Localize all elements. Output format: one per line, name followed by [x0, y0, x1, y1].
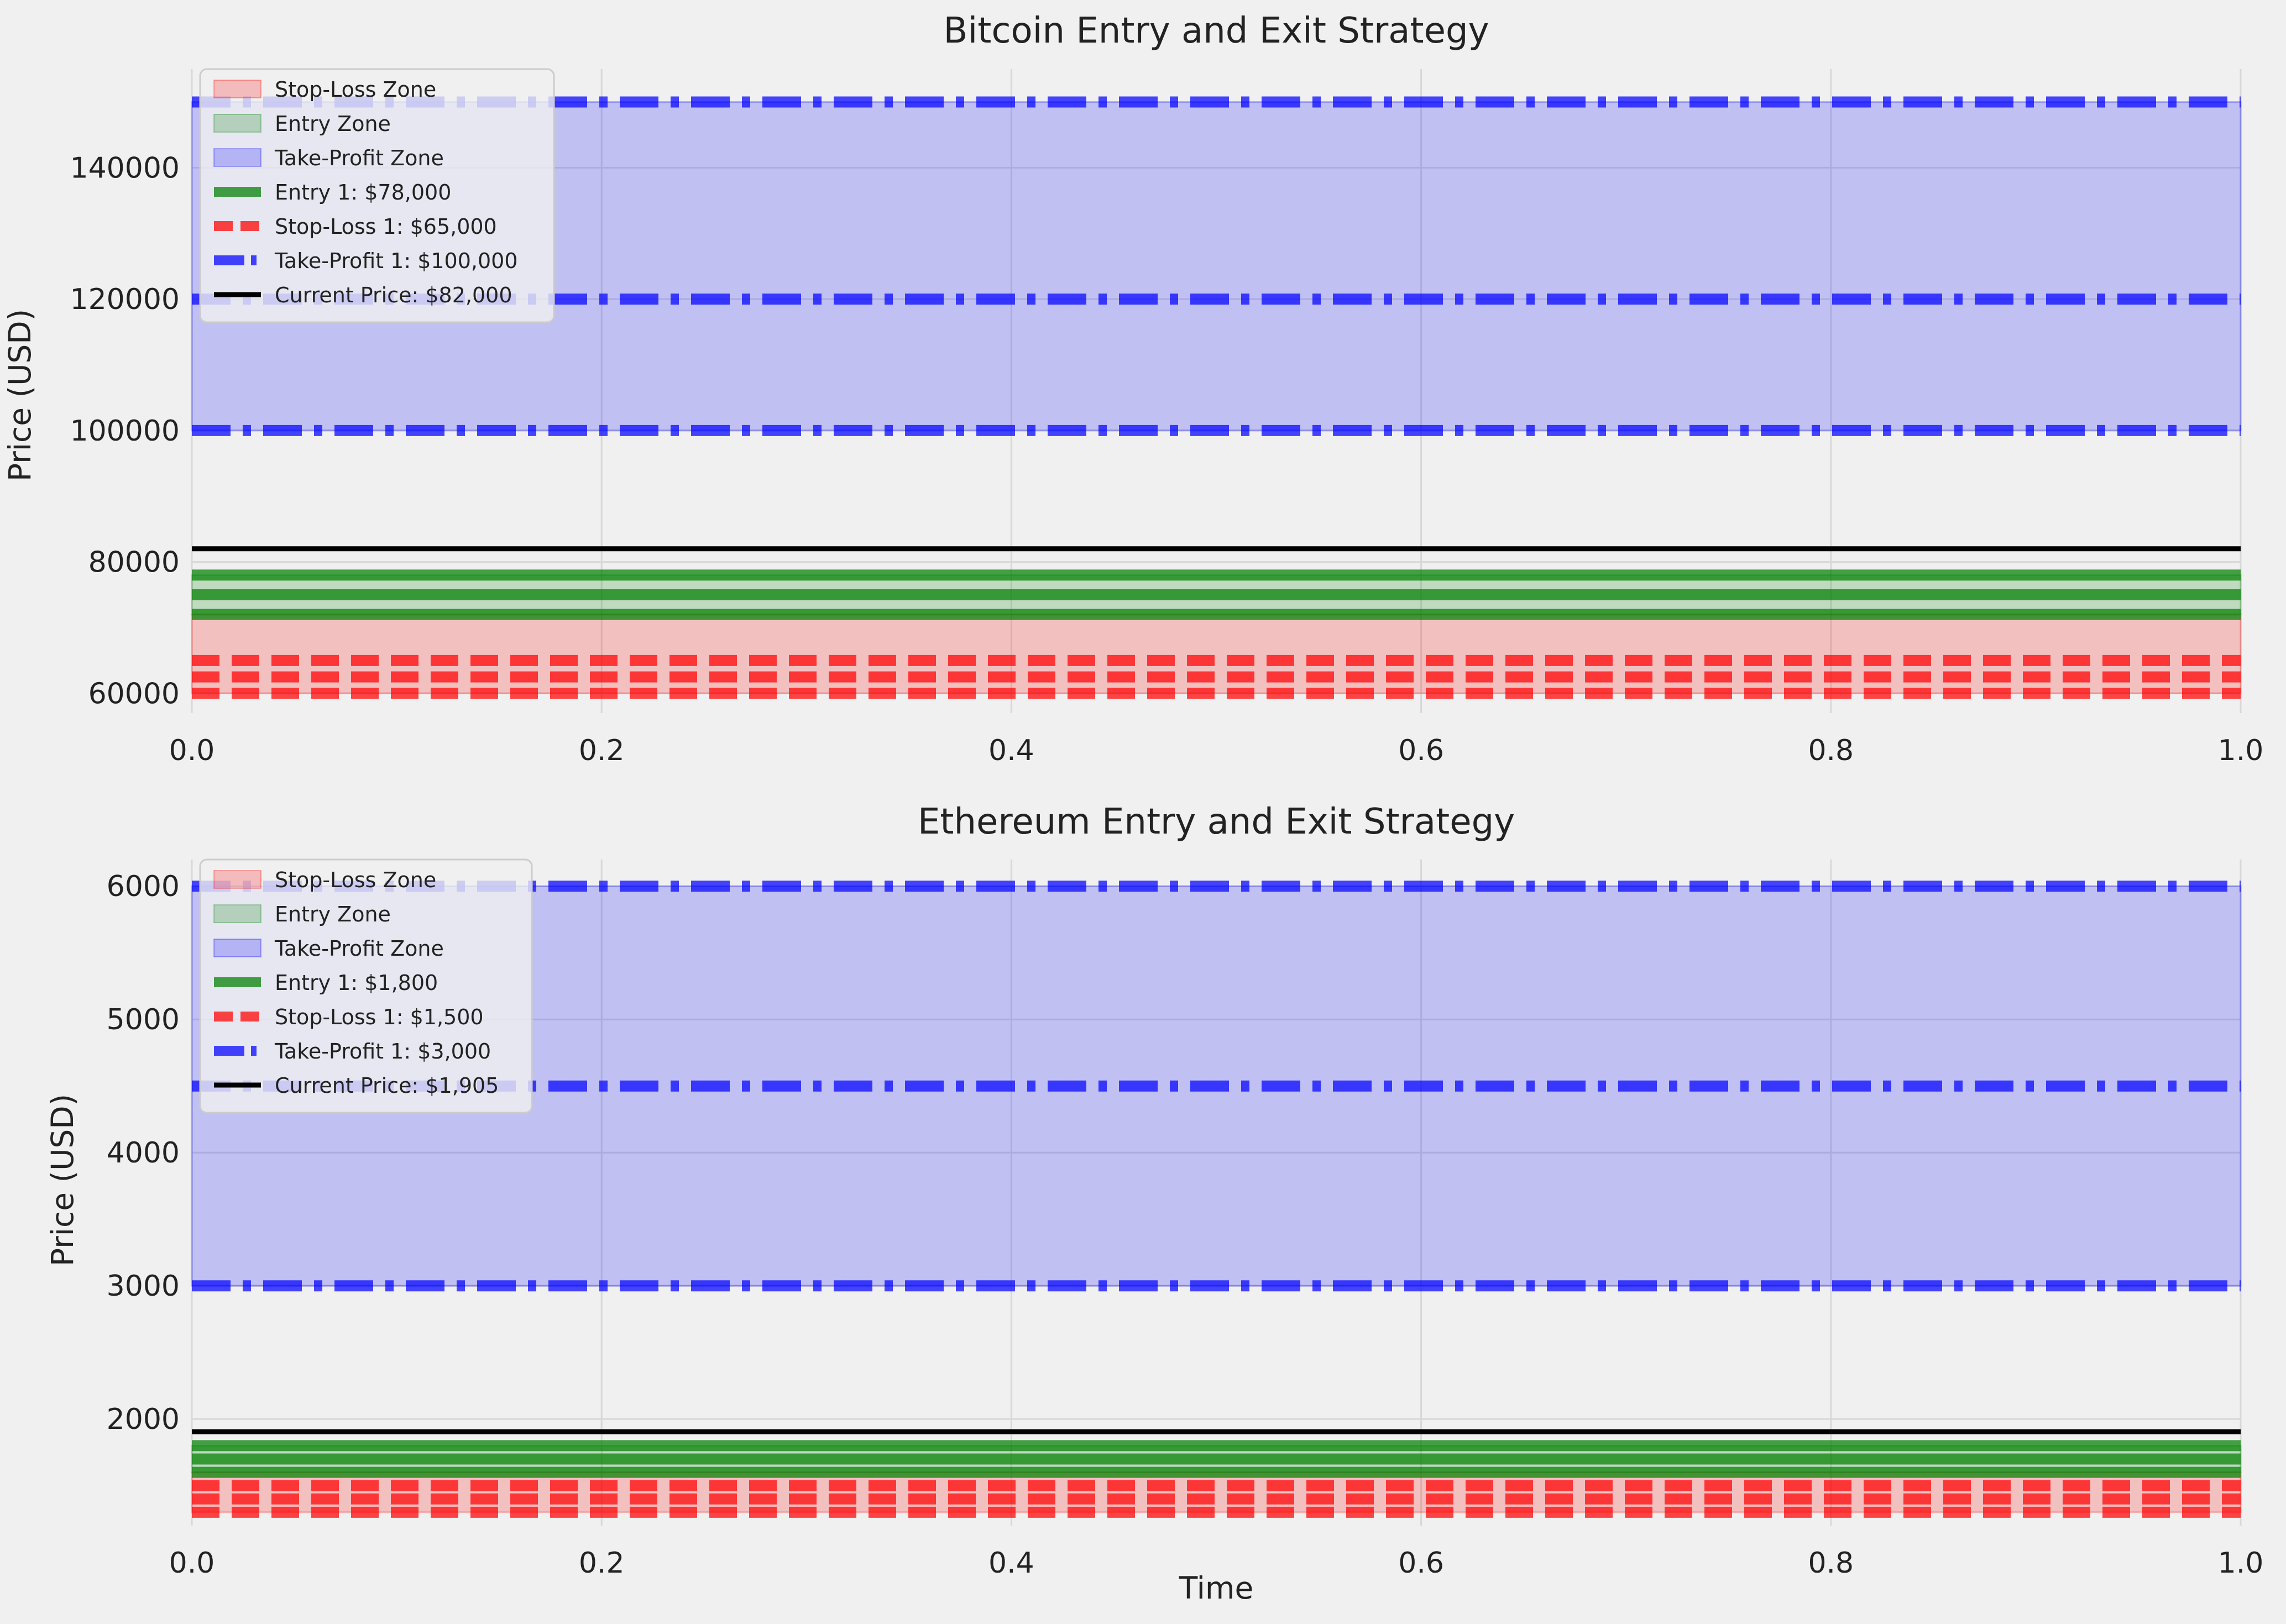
legend-label: Current Price: $1,905 — [275, 1073, 499, 1098]
bitcoin-chart-panel: Bitcoin Entry and Exit Strategy Price (U… — [2, 11, 2263, 767]
y-tick-label: 2000 — [107, 1403, 180, 1436]
x-tick-labels: 0.0 0.2 0.4 0.6 0.8 1.0 — [169, 1547, 2264, 1580]
y-tick-label: 3000 — [107, 1270, 180, 1303]
legend-swatch-entry-zone — [213, 904, 261, 923]
y-tick-label: 5000 — [107, 1003, 180, 1036]
x-tick-label: 0.8 — [1808, 1547, 1854, 1580]
legend-label: Stop-Loss Zone — [275, 868, 436, 892]
legend-label: Entry 1: $78,000 — [275, 180, 451, 205]
legend-label: Stop-Loss 1: $65,000 — [275, 214, 497, 239]
x-tick-label: 1.0 — [2218, 1547, 2264, 1580]
stop-loss-zoneband — [191, 614, 2242, 694]
legend-label: Take-Profit Zone — [274, 936, 444, 961]
y-tick-label: 6000 — [107, 870, 180, 903]
legend-label: Entry 1: $1,800 — [275, 971, 438, 995]
chart-title: Bitcoin Entry and Exit Strategy — [944, 11, 1489, 51]
x-tick-label: 0.4 — [988, 734, 1034, 767]
legend-label: Take-Profit 1: $3,000 — [274, 1039, 491, 1064]
x-tick-label: 1.0 — [2218, 734, 2264, 767]
y-tick-label: 140000 — [70, 151, 180, 185]
legend-label: Entry Zone — [275, 902, 391, 926]
legend-frame — [199, 858, 533, 1114]
x-tick-labels: 0.0 0.2 0.4 0.6 0.8 1.0 — [169, 734, 2264, 767]
legend-label: Stop-Loss Zone — [275, 77, 436, 102]
x-tick-label: 0.0 — [169, 1547, 215, 1580]
stop-loss-zoneband — [191, 1471, 2242, 1513]
legend-swatch-stop-loss-zone — [213, 80, 261, 98]
x-tick-label: 0.2 — [579, 1547, 625, 1580]
legend-label: Entry Zone — [275, 112, 391, 136]
legend: Stop-Loss Zone Entry Zone Take-Profit Zone… — [199, 68, 555, 323]
legend-label: Current Price: $82,000 — [275, 283, 512, 307]
x-tick-label: 0.4 — [988, 1547, 1034, 1580]
x-tick-label: 0.8 — [1808, 734, 1854, 767]
y-tick-label: 4000 — [107, 1136, 180, 1170]
legend-label: Take-Profit 1: $100,000 — [274, 249, 518, 273]
y-tick-labels: 2000 3000 4000 5000 6000 — [107, 870, 180, 1436]
legend-swatch-take-profit-zone — [213, 939, 261, 957]
ethereum-chart-panel: Ethereum Entry and Exit Strategy Price (… — [45, 801, 2263, 1606]
x-tick-label: 0.6 — [1398, 734, 1444, 767]
y-tick-labels: 60000 80000 100000 120000 140000 — [70, 151, 180, 710]
y-tick-label: 120000 — [70, 283, 180, 316]
x-tick-label: 0.6 — [1398, 1547, 1444, 1580]
x-tick-label: 0.0 — [169, 734, 215, 767]
y-axis-label: Price (USD) — [2, 309, 38, 481]
legend-swatch-stop-loss-zone — [213, 870, 261, 889]
legend-label: Take-Profit Zone — [274, 146, 444, 170]
legend-frame — [199, 68, 555, 323]
x-tick-label: 0.2 — [579, 734, 625, 767]
y-axis-label: Price (USD) — [45, 1094, 80, 1266]
legend: Stop-Loss Zone Entry Zone Take-Profit Zone… — [199, 858, 533, 1114]
y-tick-label: 60000 — [88, 677, 180, 710]
chart-title: Ethereum Entry and Exit Strategy — [918, 801, 1515, 842]
legend-swatch-entry-zone — [213, 114, 261, 133]
legend-swatch-take-profit-zone — [213, 148, 261, 167]
legend-label: Stop-Loss 1: $1,500 — [275, 1005, 484, 1029]
y-tick-label: 100000 — [70, 415, 180, 448]
y-tick-label: 80000 — [88, 546, 180, 579]
level-lines — [192, 881, 2241, 1518]
x-axis-label: Time — [1179, 1570, 1254, 1606]
